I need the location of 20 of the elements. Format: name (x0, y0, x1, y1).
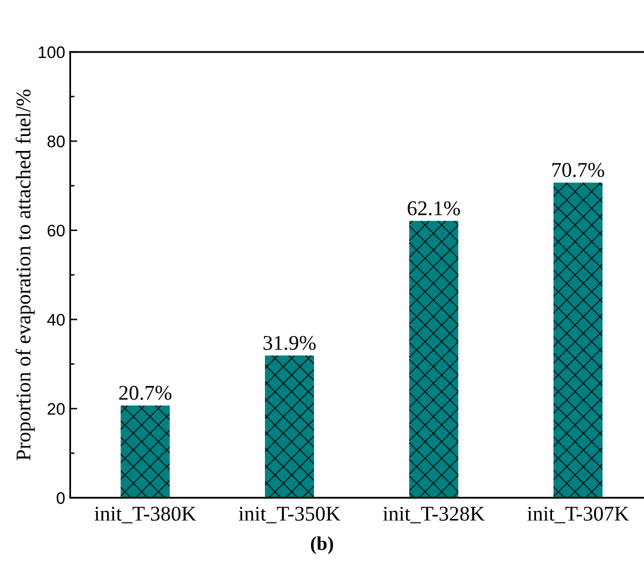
bar (264, 356, 314, 498)
y-tick-label: 60 (48, 224, 65, 236)
text: (b) (310, 536, 334, 554)
x-tick-label: init_T-350K (238, 506, 340, 524)
data-label: 70.7% (552, 162, 604, 178)
data-label: 20.7% (119, 386, 172, 400)
y-tick-label: 80 (48, 136, 65, 148)
data-label: 31.9% (264, 336, 316, 350)
bar (409, 220, 458, 498)
x-tick-label: init_T-380K (94, 506, 196, 524)
y-tick-label: 40 (47, 314, 65, 326)
y-tick-label: 0 (56, 492, 65, 504)
y-axis-title: Proportion of evaporation to attached fuel/% (16, 90, 35, 460)
x-tick-label: init_T-328K (383, 506, 485, 524)
x-tick-label: init_T-307K (527, 506, 629, 524)
y-tick-label: 20 (48, 403, 65, 415)
y-tick-label: 100 (38, 46, 65, 58)
data-label: 62.1% (408, 201, 460, 216)
bar (120, 405, 170, 498)
bar (553, 182, 603, 498)
